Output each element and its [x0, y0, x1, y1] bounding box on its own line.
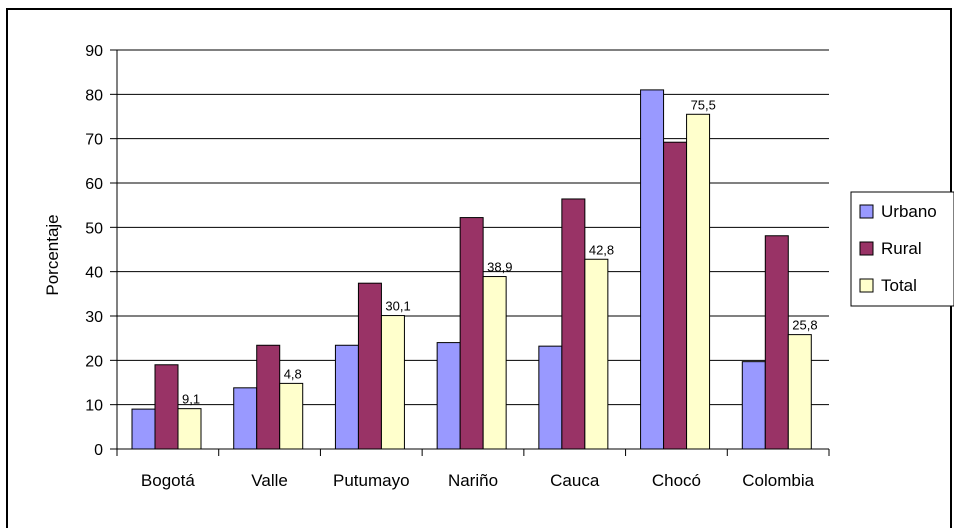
bar-rural-2 — [357, 282, 382, 450]
bar-urbano-5 — [640, 89, 665, 450]
bar-total-3 — [482, 276, 507, 450]
y-tick-label: 0 — [94, 442, 103, 459]
y-tick-label: 70 — [85, 132, 103, 149]
bar-urbano-1 — [233, 387, 258, 450]
x-tick-label: Colombia — [742, 471, 814, 490]
legend-swatch-rural — [859, 241, 874, 256]
bar-rural-4 — [561, 198, 586, 450]
bar-urbano-0 — [131, 408, 156, 450]
bar-rural-3 — [459, 217, 484, 450]
bar-total-6 — [787, 334, 812, 450]
y-tick-label: 60 — [85, 176, 103, 193]
bar-total-4 — [584, 258, 609, 450]
x-tick-label: Cauca — [550, 471, 600, 490]
y-tick-labels: 0 10 20 30 40 50 60 70 80 90 — [85, 43, 103, 459]
legend-label: Total — [881, 276, 917, 295]
bar-urbano-3 — [436, 342, 461, 450]
y-tick-label: 20 — [85, 353, 103, 370]
data-label: 4,8 — [284, 366, 302, 381]
data-label: 9,1 — [182, 392, 200, 407]
legend-label: Rural — [881, 239, 922, 258]
bar-total-0 — [177, 408, 202, 450]
legend-swatch-total — [859, 278, 874, 293]
bar-urbano-4 — [538, 345, 563, 450]
axes — [110, 49, 830, 456]
y-tick-label: 10 — [85, 398, 103, 415]
y-tick-label: 90 — [85, 43, 103, 60]
data-label: 38,9 — [487, 260, 512, 275]
data-label: 25,8 — [792, 318, 817, 333]
bar-total-1 — [279, 382, 304, 450]
bar-total-5 — [686, 113, 711, 450]
y-tick-label: 80 — [85, 87, 103, 104]
y-tick-label: 50 — [85, 220, 103, 237]
bar-rural-6 — [764, 235, 789, 450]
bar-urbano-6 — [741, 361, 766, 450]
x-tick-label: Nariño — [448, 471, 498, 490]
bar-rural-5 — [663, 141, 688, 450]
x-tick-label: Valle — [251, 471, 288, 490]
x-tick-label: Putumayo — [333, 471, 410, 490]
bar-rural-0 — [154, 364, 179, 450]
bar-urbano-2 — [334, 344, 359, 450]
bars — [131, 89, 812, 450]
bar-total-2 — [380, 315, 405, 450]
data-label: 42,8 — [589, 242, 614, 257]
x-tick-label: Chocó — [652, 471, 701, 490]
y-tick-label: 40 — [85, 265, 103, 282]
x-tick-label: Bogotá — [141, 471, 195, 490]
legend-label: Urbano — [881, 202, 937, 221]
data-labels: 9,1 4,8 30,1 38,9 42,8 75,5 25,8 — [182, 97, 818, 406]
bar-rural-1 — [256, 344, 281, 450]
y-axis-label: Porcentaje — [43, 214, 62, 295]
legend: Urbano Rural Total — [850, 191, 954, 307]
legend-swatch-urbano — [859, 204, 874, 219]
data-label: 75,5 — [691, 97, 716, 112]
x-tick-labels: Bogotá Valle Putumayo Nariño Cauca Chocó Colom… — [141, 471, 815, 490]
y-tick-label: 30 — [85, 309, 103, 326]
data-label: 30,1 — [385, 299, 410, 314]
